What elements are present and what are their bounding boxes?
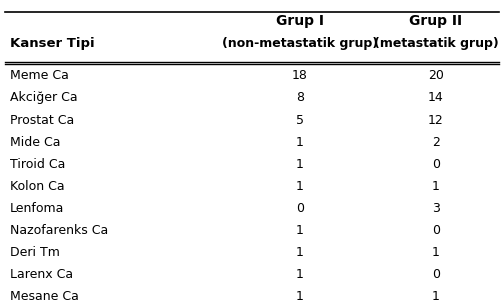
Text: 18: 18 xyxy=(292,69,308,82)
Text: Grup I: Grup I xyxy=(276,14,324,28)
Text: 1: 1 xyxy=(296,180,304,193)
Text: Grup II: Grup II xyxy=(409,14,463,28)
Text: Tiroid Ca: Tiroid Ca xyxy=(10,158,66,171)
Text: 0: 0 xyxy=(432,268,440,281)
Text: 2: 2 xyxy=(432,136,440,149)
Text: 1: 1 xyxy=(432,290,440,302)
Text: 12: 12 xyxy=(428,114,444,127)
Text: Kolon Ca: Kolon Ca xyxy=(10,180,65,193)
Text: 0: 0 xyxy=(432,224,440,237)
Text: 0: 0 xyxy=(432,158,440,171)
Text: Mesane Ca: Mesane Ca xyxy=(10,290,79,302)
Text: Larenx Ca: Larenx Ca xyxy=(10,268,73,281)
Text: 1: 1 xyxy=(432,246,440,259)
Text: Prostat Ca: Prostat Ca xyxy=(10,114,74,127)
Text: 1: 1 xyxy=(296,158,304,171)
Text: Mide Ca: Mide Ca xyxy=(10,136,60,149)
Text: Deri Tm: Deri Tm xyxy=(10,246,60,259)
Text: 1: 1 xyxy=(296,290,304,302)
Text: Kanser Tipi: Kanser Tipi xyxy=(10,37,95,50)
Text: 5: 5 xyxy=(296,114,304,127)
Text: 1: 1 xyxy=(296,268,304,281)
Text: 20: 20 xyxy=(428,69,444,82)
Text: 1: 1 xyxy=(296,224,304,237)
Text: Meme Ca: Meme Ca xyxy=(10,69,69,82)
Text: Nazofarenks Ca: Nazofarenks Ca xyxy=(10,224,108,237)
Text: 3: 3 xyxy=(432,202,440,215)
Text: Akciğer Ca: Akciğer Ca xyxy=(10,92,78,104)
Text: 1: 1 xyxy=(432,180,440,193)
Text: (metastatik grup): (metastatik grup) xyxy=(373,37,498,50)
Text: (non-metastatik grup): (non-metastatik grup) xyxy=(222,37,378,50)
Text: Lenfoma: Lenfoma xyxy=(10,202,65,215)
Text: 1: 1 xyxy=(296,136,304,149)
Text: 1: 1 xyxy=(296,246,304,259)
Text: 8: 8 xyxy=(296,92,304,104)
Text: 0: 0 xyxy=(296,202,304,215)
Text: 14: 14 xyxy=(428,92,444,104)
